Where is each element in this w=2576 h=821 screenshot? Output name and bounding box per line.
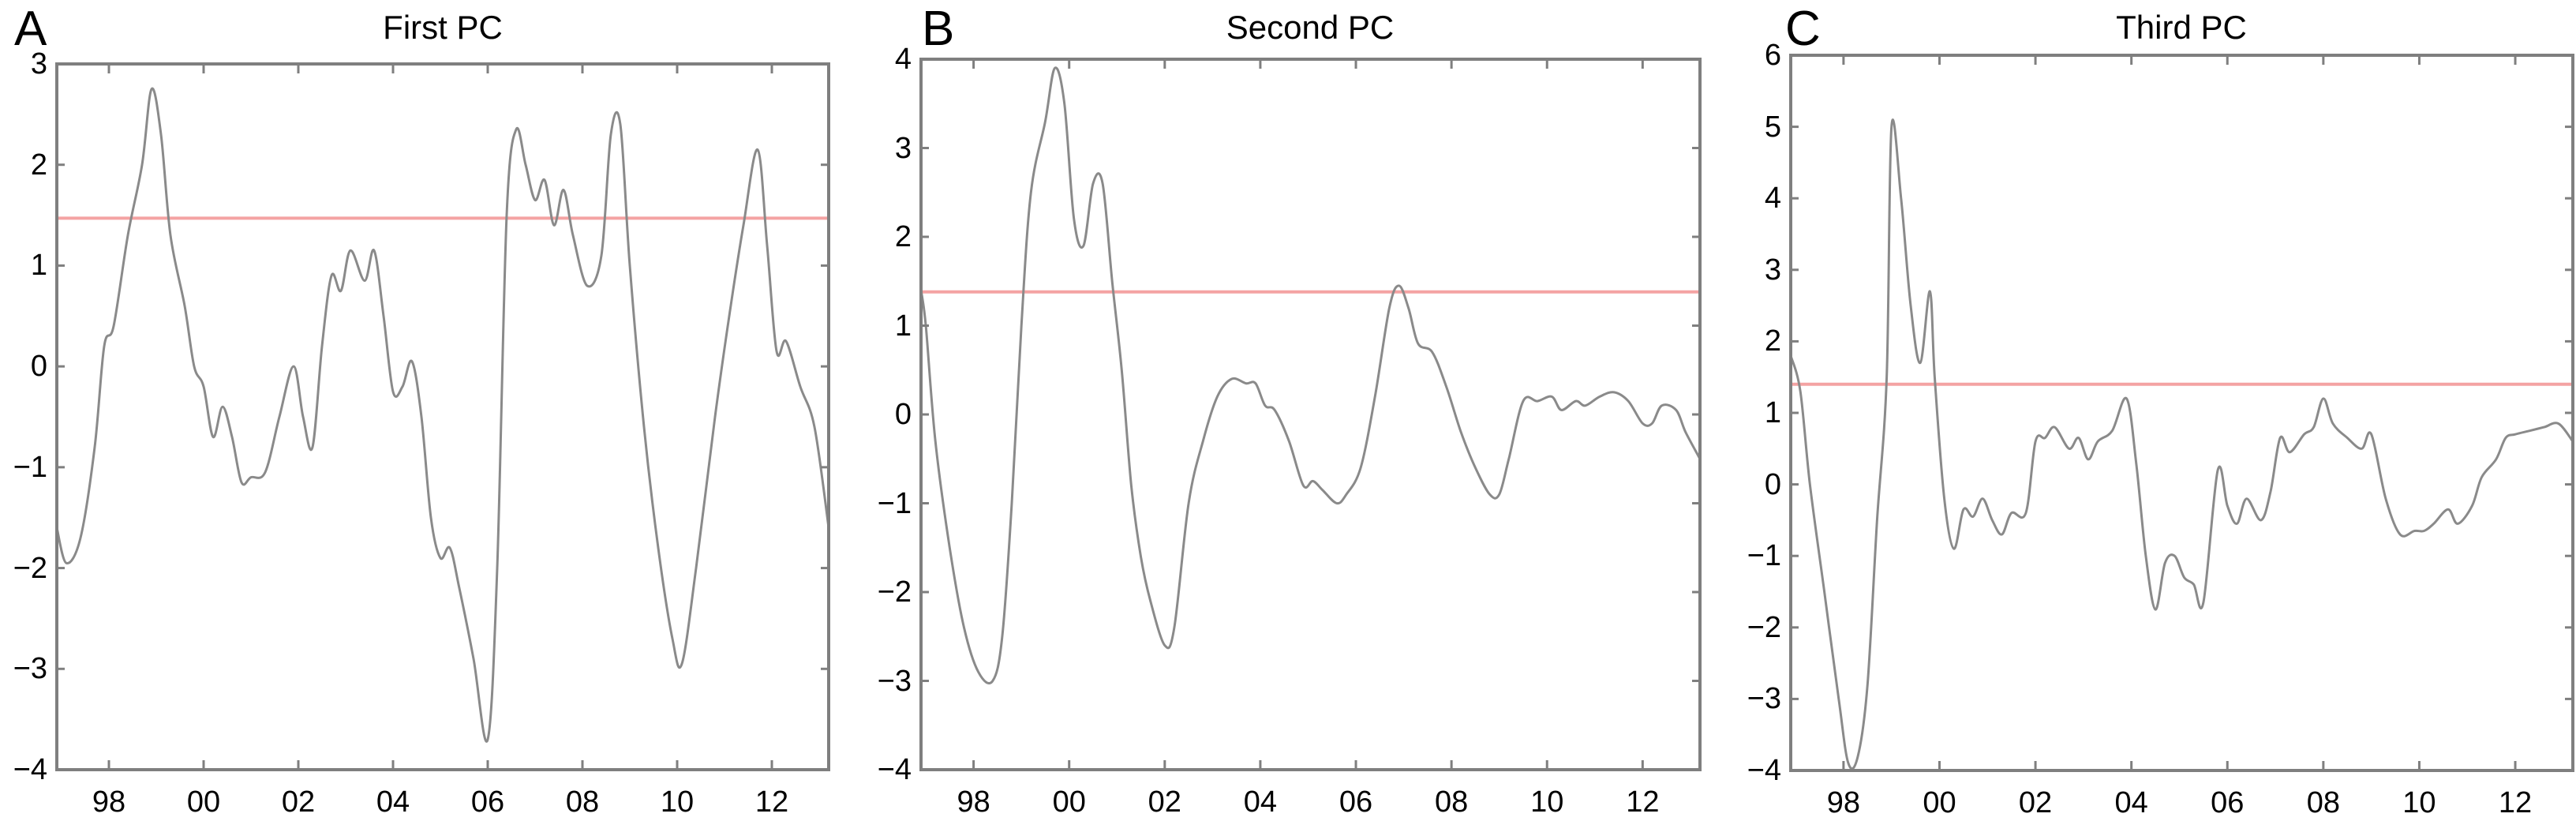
x-tick-label: 02 — [1148, 785, 1181, 819]
x-tick-label: 02 — [2018, 786, 2053, 819]
x-tick-label: 12 — [1626, 785, 1660, 819]
y-tick-label: 0 — [1764, 467, 1781, 501]
x-tick-label: 06 — [2211, 786, 2245, 819]
x-tick-label: 04 — [376, 785, 410, 819]
y-tick-label: 3 — [1764, 253, 1781, 287]
y-tick-label: 2 — [894, 220, 912, 253]
plot-b — [919, 58, 1702, 771]
y-tick-label: −2 — [877, 575, 912, 609]
axes-frame — [919, 58, 1702, 771]
y-tick-label: −1 — [13, 450, 47, 484]
series-line — [55, 87, 830, 743]
y-tick-label: −3 — [877, 664, 912, 698]
y-tick-label: −2 — [1747, 610, 1781, 644]
axes-frame — [1789, 54, 2574, 772]
x-tick-label: 12 — [2498, 786, 2533, 819]
y-tick-label: 2 — [30, 148, 47, 182]
x-tick-label: 04 — [2114, 786, 2148, 819]
y-tick-label: −1 — [877, 486, 912, 520]
x-tick-label: 98 — [957, 785, 990, 819]
axes-frame — [55, 62, 830, 771]
x-tick-label: 98 — [92, 785, 126, 819]
y-tick-label: 0 — [30, 350, 47, 384]
y-tick-label: −4 — [1747, 754, 1781, 787]
x-tick-label: 00 — [186, 785, 221, 819]
y-tick-label: 0 — [894, 398, 912, 431]
panel-title-a: First PC — [383, 9, 503, 46]
y-tick-label: 1 — [894, 309, 912, 343]
x-tick-label: 10 — [660, 785, 695, 819]
y-tick-label: 4 — [894, 43, 912, 76]
series-line — [919, 66, 1702, 684]
series-line — [1789, 118, 2574, 770]
y-tick-label: −4 — [877, 753, 912, 786]
x-tick-label: 00 — [1052, 785, 1086, 819]
plot-a — [55, 62, 830, 771]
x-tick-label: 00 — [1923, 786, 1956, 819]
y-tick-label: 3 — [894, 131, 912, 165]
x-tick-label: 02 — [281, 785, 316, 819]
panel-title-c: Third PC — [2116, 9, 2247, 46]
y-tick-label: 2 — [1764, 324, 1781, 358]
x-tick-label: 12 — [754, 785, 789, 819]
y-tick-label: −1 — [1747, 539, 1781, 573]
y-tick-label: 3 — [30, 47, 47, 81]
y-tick-label: −2 — [13, 551, 47, 585]
plot-c — [1789, 54, 2574, 772]
x-tick-label: 98 — [1826, 786, 1861, 819]
y-tick-label: 1 — [30, 249, 47, 283]
x-tick-label: 08 — [565, 785, 600, 819]
panel-letter-a: A — [14, 2, 47, 56]
x-tick-label: 06 — [470, 785, 505, 819]
y-tick-label: −3 — [1747, 682, 1781, 716]
x-tick-label: 06 — [1339, 785, 1373, 819]
x-tick-label: 04 — [1243, 785, 1278, 819]
x-tick-label: 08 — [2306, 786, 2340, 819]
x-tick-label: 10 — [2402, 786, 2436, 819]
y-tick-label: 4 — [1764, 182, 1781, 216]
x-tick-label: 10 — [1530, 785, 1564, 819]
y-tick-label: −4 — [13, 753, 47, 786]
y-tick-label: −3 — [13, 652, 47, 686]
x-tick-label: 08 — [1434, 785, 1469, 819]
y-tick-label: 6 — [1764, 39, 1781, 72]
y-tick-label: 1 — [1764, 396, 1781, 429]
panel-letter-b: B — [922, 2, 955, 56]
panel-title-b: Second PC — [1226, 9, 1395, 46]
panel-letter-c: C — [1785, 2, 1821, 56]
y-tick-label: 5 — [1764, 110, 1781, 144]
